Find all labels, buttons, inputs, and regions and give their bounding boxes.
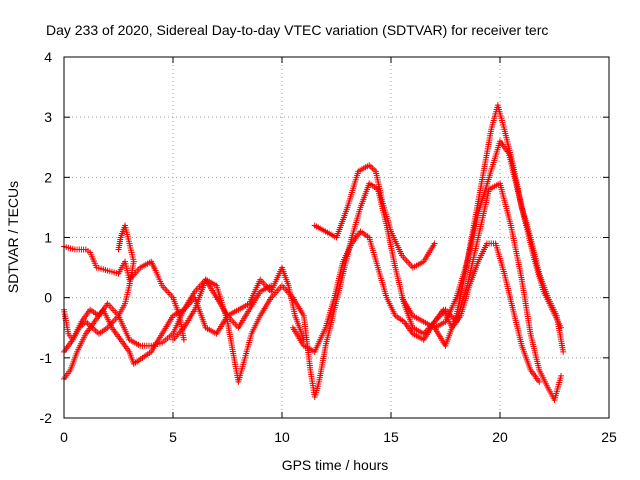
x-tick-label: 0 <box>60 429 68 445</box>
y-tick-label: 0 <box>44 290 52 306</box>
y-tick-label: 3 <box>44 109 52 125</box>
y-tick-labels: -2 -1 0 1 2 3 4 <box>40 49 53 426</box>
x-tick-label: 25 <box>601 429 617 445</box>
y-tick-label: -1 <box>40 350 53 366</box>
x-tick-label: 5 <box>169 429 177 445</box>
series-track-2 <box>61 222 137 343</box>
series-track-5 <box>170 180 565 403</box>
x-tick-labels: 0 5 10 15 20 25 <box>60 429 617 445</box>
series-track-9 <box>398 138 565 331</box>
data-point <box>558 324 565 331</box>
y-axis-label: SDTVAR / TECUs <box>5 181 21 293</box>
data-point <box>558 372 565 379</box>
x-axis-label: GPS time / hours <box>282 457 389 473</box>
y-tick-label: -2 <box>40 410 53 426</box>
data-point <box>115 246 122 253</box>
x-tick-label: 15 <box>383 429 399 445</box>
data-point <box>180 336 187 343</box>
series-layer <box>61 102 567 403</box>
y-tick-label: 2 <box>44 169 52 185</box>
x-tick-label: 10 <box>274 429 290 445</box>
data-point <box>536 378 543 385</box>
series-track-7 <box>289 228 543 385</box>
y-tick-label: 1 <box>44 230 52 246</box>
x-tick-label: 20 <box>492 429 508 445</box>
series-track-6 <box>311 162 438 271</box>
chart-title: Day 233 of 2020, Sidereal Day-to-day VTE… <box>46 22 548 38</box>
y-tick-label: 4 <box>44 49 52 65</box>
data-point <box>431 240 438 247</box>
data-point <box>560 348 567 355</box>
tick-layer <box>63 56 610 419</box>
